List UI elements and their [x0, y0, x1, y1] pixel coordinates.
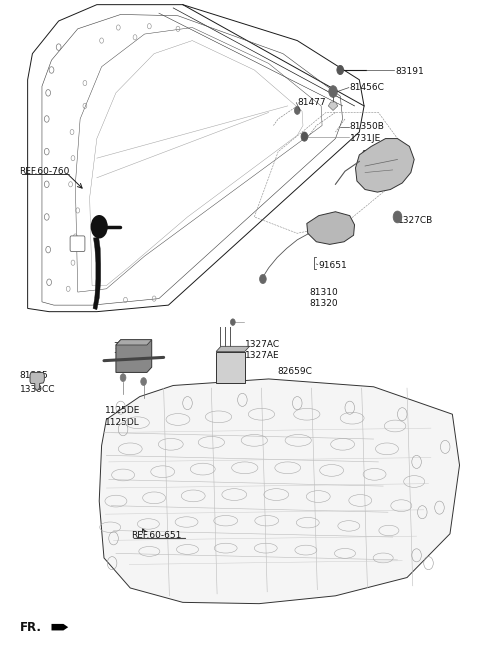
- Polygon shape: [99, 379, 459, 604]
- Polygon shape: [328, 102, 338, 110]
- Text: 79380: 79380: [114, 342, 142, 351]
- Circle shape: [91, 215, 108, 239]
- Text: 1125DL: 1125DL: [106, 418, 140, 426]
- Text: 79390: 79390: [114, 352, 142, 361]
- Circle shape: [141, 378, 146, 386]
- Text: 81456C: 81456C: [350, 83, 384, 92]
- Circle shape: [329, 86, 337, 97]
- Circle shape: [260, 274, 266, 283]
- Circle shape: [337, 66, 344, 75]
- Text: 81477: 81477: [297, 98, 326, 107]
- Polygon shape: [307, 212, 355, 245]
- Text: FR.: FR.: [20, 621, 42, 634]
- Text: 81320: 81320: [309, 298, 338, 308]
- Circle shape: [393, 211, 402, 223]
- Circle shape: [120, 374, 126, 382]
- Polygon shape: [93, 238, 101, 310]
- Text: 1327AC: 1327AC: [245, 340, 280, 349]
- Text: 83191: 83191: [395, 67, 424, 76]
- Circle shape: [294, 106, 300, 114]
- Text: REF.60-651: REF.60-651: [131, 531, 181, 540]
- FancyBboxPatch shape: [70, 236, 85, 251]
- Text: 81335: 81335: [20, 371, 48, 380]
- Polygon shape: [216, 346, 250, 352]
- Text: 82659C: 82659C: [277, 367, 312, 377]
- Polygon shape: [116, 340, 152, 373]
- Text: 1125DE: 1125DE: [106, 407, 141, 415]
- Text: 82660: 82660: [362, 161, 390, 171]
- Circle shape: [301, 132, 308, 141]
- Text: 82650: 82650: [362, 150, 390, 159]
- Polygon shape: [116, 340, 152, 345]
- Polygon shape: [356, 138, 414, 192]
- Text: 1327AE: 1327AE: [245, 351, 279, 360]
- Text: 1731JE: 1731JE: [350, 134, 381, 143]
- Text: 81350B: 81350B: [350, 122, 384, 131]
- Text: 1327CB: 1327CB: [397, 216, 433, 225]
- Text: 91651: 91651: [319, 262, 348, 270]
- Text: 1339CC: 1339CC: [20, 385, 55, 394]
- Circle shape: [230, 319, 235, 325]
- Polygon shape: [216, 352, 245, 383]
- Polygon shape: [30, 373, 44, 391]
- Text: 81310: 81310: [309, 287, 338, 297]
- Polygon shape: [51, 624, 68, 630]
- Text: REF.60-760: REF.60-760: [20, 167, 70, 176]
